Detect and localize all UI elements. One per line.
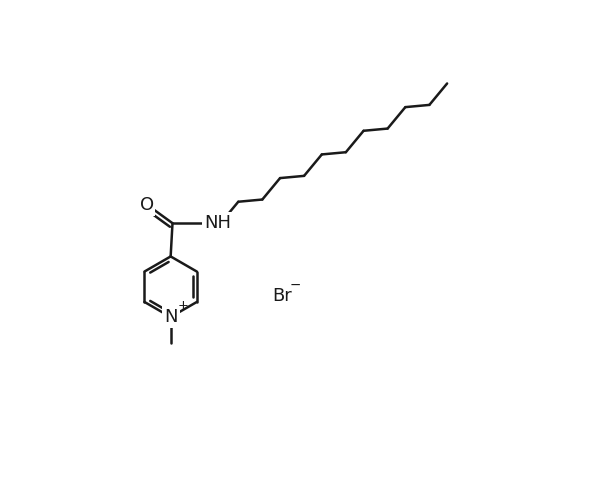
Text: N: N xyxy=(164,308,177,326)
Text: O: O xyxy=(140,196,154,214)
Text: NH: NH xyxy=(204,214,231,232)
Text: −: − xyxy=(289,277,300,291)
Text: +: + xyxy=(178,299,189,312)
Text: Br: Br xyxy=(272,287,292,305)
